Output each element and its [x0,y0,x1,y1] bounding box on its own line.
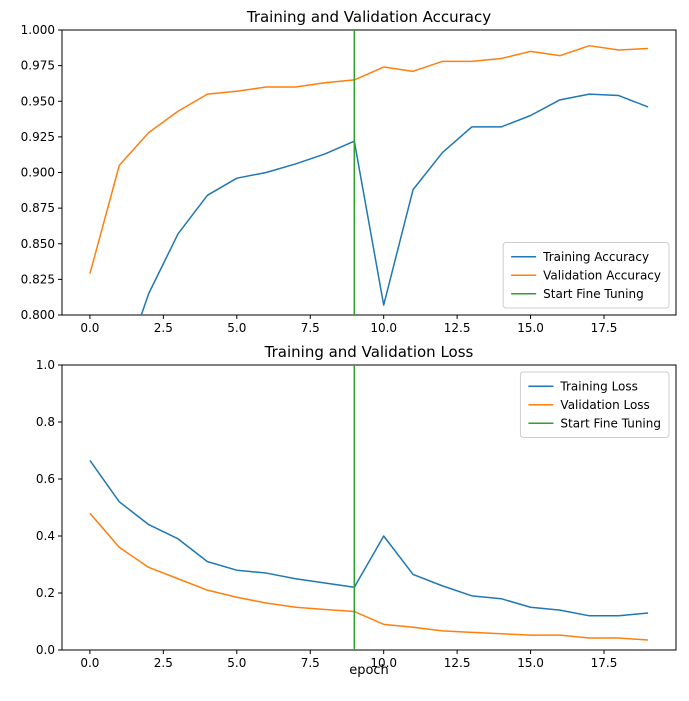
x-tick-label: 7.5 [301,321,320,335]
y-tick-label: 0.900 [21,166,55,180]
x-tick-label: 17.5 [591,321,618,335]
legend-label: Validation Accuracy [543,268,661,282]
y-tick-label: 0.950 [21,94,55,108]
x-tick-label: 0.0 [80,321,99,335]
axes-box [61,364,677,651]
chart-title: Training and Validation Accuracy [246,8,491,26]
x-tick-label: 17.5 [591,656,618,670]
accuracy-chart: Training and Validation Accuracy 0.0 2.5 5.… [21,8,677,335]
x-tick-label: 2.5 [154,656,173,670]
legend-box [519,371,670,438]
x-tick-label: 5.0 [227,656,246,670]
y-tick-label: 0.0 [36,643,55,657]
x-tick-label: 12.5 [444,321,471,335]
y-tick-label: 0.925 [21,130,55,144]
training-accuracy-line [140,93,649,315]
x-tick-label: 0.0 [80,656,99,670]
legend-label: Start Fine Tuning [543,287,644,301]
chart-title: Training and Validation Loss [264,343,474,361]
x-tick-label: 10.0 [370,656,397,670]
x-tick-label: 7.5 [301,656,320,670]
legend-label: Validation Loss [560,398,649,412]
x-tick-label: 15.0 [517,321,544,335]
x-tick-label: 12.5 [444,656,471,670]
y-tick-label: 0.6 [36,472,55,486]
x-tick-label: 15.0 [517,656,544,670]
x-tick-label: 10.0 [370,321,397,335]
y-tick-label: 0.2 [36,586,55,600]
y-tick-label: 0.825 [21,272,55,286]
x-tick-label: 2.5 [154,321,173,335]
training-loss-line [89,460,649,617]
y-tick-label: 0.975 [21,59,55,73]
legend: Training Accuracy Validation Accuracy Star… [502,242,670,309]
legend-box [502,242,670,309]
validation-accuracy-line [89,44,649,274]
validation-loss-line [89,512,649,641]
loss-chart: Training and Validation Loss 0.0 2.5 5.0 7.5… [36,343,677,678]
y-tick-label: 0.4 [36,529,55,543]
y-tick-label: 0.800 [21,308,55,322]
legend-label: Training Loss [559,379,637,393]
x-tick-label: 5.0 [227,321,246,335]
y-tick-label: 1.000 [21,23,55,37]
x-axis-label: epoch [349,663,389,678]
legend: Training Loss Validation Loss Start Fine T… [519,371,670,438]
y-tick-label: 1.0 [36,358,55,372]
y-tick-label: 0.850 [21,237,55,251]
y-tick-label: 0.875 [21,201,55,215]
legend-label: Start Fine Tuning [560,416,661,430]
y-tick-label: 0.8 [36,415,55,429]
legend-label: Training Accuracy [542,250,649,264]
